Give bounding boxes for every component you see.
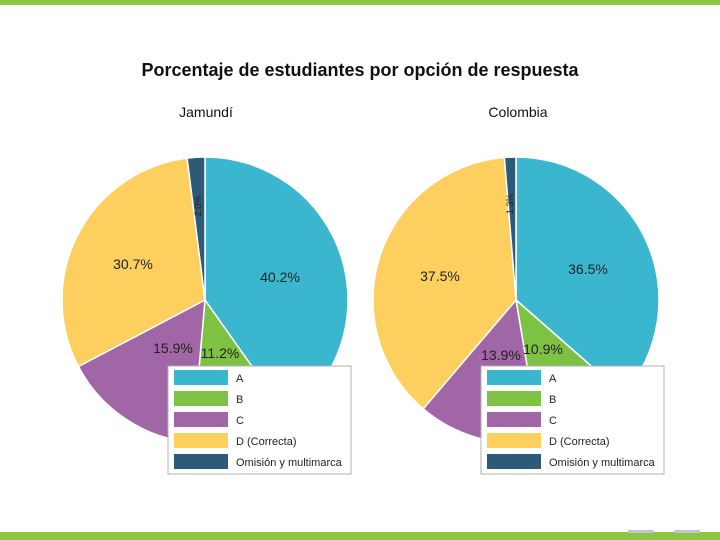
legend-swatch-d <box>487 433 541 448</box>
data-label-o: 2.0% <box>193 196 203 217</box>
legend-label-b: B <box>236 394 243 406</box>
legend-label-a: A <box>236 373 244 385</box>
data-label-o: 1.3% <box>505 194 515 215</box>
legend-swatch-a <box>174 370 228 385</box>
legend-1: ABC D (Correcta) Omisión y multimarca <box>480 365 665 475</box>
legend-swatch-b <box>487 391 541 406</box>
top-accent-bar <box>0 0 720 5</box>
legend-label-b: B <box>549 394 556 406</box>
legend-swatch-d <box>174 433 228 448</box>
pie-slice-d <box>61 157 206 368</box>
pie-title-colombia: Colombia <box>488 104 548 120</box>
pie-slice-d <box>372 156 517 410</box>
legend-label-o: Omisión y multimarca <box>236 457 343 469</box>
legend-label-c: C <box>236 415 244 427</box>
data-label-a: 36.5% <box>568 261 608 277</box>
data-label-c: 15.9% <box>153 340 193 356</box>
data-label-d: 30.7% <box>113 256 153 272</box>
data-label-c: 13.9% <box>481 347 521 363</box>
legend-label-d: D (Correcta) <box>236 436 297 448</box>
legend-swatch-a <box>487 370 541 385</box>
footer-mark-left <box>628 530 654 533</box>
legend-swatch-c <box>487 412 541 427</box>
legend-label-o: Omisión y multimarca <box>549 457 656 469</box>
legend-swatch-o <box>174 454 228 469</box>
chart-main-title: Porcentaje de estudiantes por opción de … <box>141 60 579 80</box>
data-label-b: 11.2% <box>201 345 240 361</box>
pie-slice-a <box>515 156 660 396</box>
legend-swatch-b <box>174 391 228 406</box>
bottom-accent-bar <box>0 532 720 540</box>
data-label-d: 37.5% <box>420 268 460 284</box>
data-label-a: 40.2% <box>260 269 300 285</box>
legend-swatch-c <box>174 412 228 427</box>
footer-mark-right <box>674 530 700 533</box>
legend-label-a: A <box>549 373 557 385</box>
pie-slice-o <box>186 156 206 301</box>
legend-label-d: D (Correcta) <box>549 436 610 448</box>
pie-slice-o <box>503 156 517 301</box>
pie-title-jamundi: Jamundí <box>179 104 233 120</box>
legend-label-c: C <box>549 415 557 427</box>
legend-swatch-o <box>487 454 541 469</box>
legend-0: ABC D (Correcta) Omisión y multimarca <box>167 365 352 475</box>
data-label-b: 10.9% <box>523 341 563 357</box>
